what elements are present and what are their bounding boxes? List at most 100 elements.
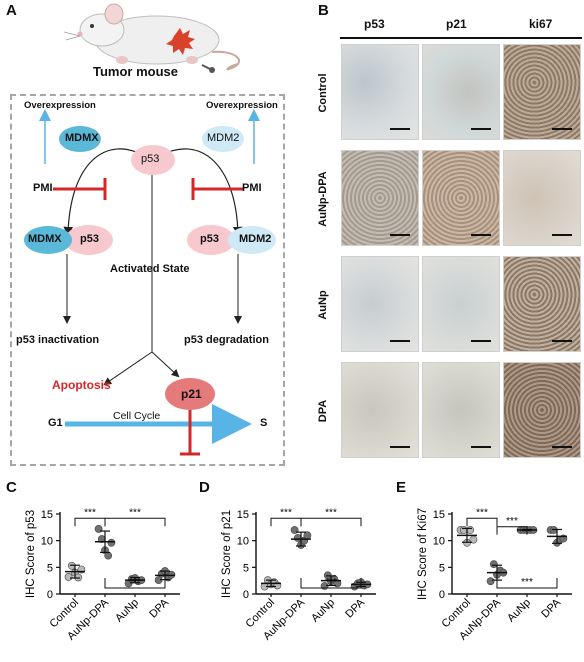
panel-b-letter: B (318, 2, 329, 19)
panel-c-letter: C (6, 479, 17, 496)
y-tick-label: 5 (243, 562, 249, 574)
y-tick-label: 15 (41, 509, 53, 521)
y-tick-label: 10 (41, 536, 53, 548)
complex-left-p53-label: p53 (80, 233, 99, 245)
pmi-right-label: PMI (242, 182, 262, 194)
sig-bracket (496, 578, 558, 589)
micrograph-aunp-p53 (341, 256, 419, 352)
micrograph-aunp-ki67 (503, 256, 581, 352)
complex-right-p53-node (187, 225, 235, 255)
panel-d-letter: D (199, 479, 210, 496)
y-tick-label: 15 (237, 509, 249, 521)
mouse-caption: Tumor mouse (93, 64, 178, 79)
sig-label: *** (129, 507, 141, 518)
micrograph-control-ki67 (503, 44, 581, 140)
x-tick-label: AuNp (309, 597, 337, 625)
micrograph-aunp-dpa-p21 (422, 150, 500, 246)
y-axis-title: IHC Score of Ki67 (417, 508, 429, 600)
sig-label: *** (506, 516, 518, 527)
activated-state-label: Activated State (110, 263, 190, 275)
data-point (64, 573, 73, 581)
y-axis-title: IHC Score of p53 (25, 510, 37, 598)
row-label-aunp-dpa: AuNp-DPA (317, 171, 329, 227)
y-tick-label: 15 (433, 509, 445, 521)
data-point (303, 531, 312, 540)
sig-bracket (466, 517, 498, 527)
micrograph-dpa-p53 (341, 362, 419, 458)
row-label-control: Control (317, 73, 329, 113)
header-rule (340, 37, 582, 39)
overexpression-right-label: Overexpression (206, 100, 278, 111)
complex-right-mdm2-label: MDM2 (239, 233, 272, 245)
p21-label: p21 (181, 387, 202, 401)
tumor-mouse-illustration (63, 3, 240, 73)
panel-e-letter: E (396, 479, 407, 496)
micrograph-aunp-dpa-ki67 (503, 150, 581, 246)
mdm2-node (202, 126, 244, 152)
sig-label: *** (84, 507, 96, 518)
column-header-ki67: ki67 (529, 17, 553, 31)
data-point (489, 560, 498, 569)
x-tick-label: DPA (147, 596, 171, 620)
data-point (486, 577, 495, 586)
p53-to-mdm2-curve (159, 148, 243, 237)
p53-node (131, 145, 175, 175)
pmi-left-label: PMI (33, 182, 53, 194)
g1-label: G1 (48, 417, 63, 429)
column-header-p53: p53 (364, 17, 385, 31)
p53-to-mdmx-curve (63, 148, 146, 237)
micrograph-aunp-p21 (422, 256, 500, 352)
complex-left-p53-node (65, 225, 113, 255)
complex-left-mdmx-label: MDMX (28, 233, 62, 245)
data-point (104, 551, 113, 560)
complex-right-mdm2-node (228, 226, 276, 254)
y-tick-label: 0 (47, 589, 53, 601)
sig-bracket (74, 517, 106, 527)
row-label-dpa: DPA (317, 399, 329, 423)
sig-bracket (300, 578, 362, 589)
data-point (107, 538, 116, 547)
sig-bracket (104, 578, 166, 589)
pathway-diagram (24, 109, 276, 456)
y-axis-title: IHC Score of p21 (221, 510, 233, 598)
apoptosis-label: Apoptosis (52, 378, 111, 392)
degradation-label: p53 degradation (184, 334, 269, 346)
sig-label: *** (280, 507, 292, 518)
sig-bracket (104, 517, 166, 527)
sig-label: *** (521, 577, 533, 588)
y-tick-label: 5 (439, 562, 445, 574)
micrograph-control-p53 (341, 44, 419, 140)
x-tick-label: AuNp (505, 597, 533, 625)
y-tick-label: 10 (237, 536, 249, 548)
column-header-p21: p21 (446, 17, 467, 31)
micrograph-aunp-dpa-p53 (341, 150, 419, 246)
mdm2-label: MDM2 (207, 132, 240, 144)
x-tick-label: DPA (539, 596, 563, 620)
pathway-box (10, 94, 285, 466)
cell-cycle-label: Cell Cycle (113, 410, 161, 422)
micrograph-dpa-p21 (422, 362, 500, 458)
p53-label: p53 (141, 153, 160, 165)
s-label: S (260, 417, 268, 429)
sig-label: *** (325, 507, 337, 518)
x-tick-label: AuNp (113, 597, 141, 625)
row-label-aunp: AuNp (317, 290, 329, 320)
data-point (466, 526, 475, 534)
complex-right-p53-label: p53 (200, 233, 219, 245)
to-p21-arrow (151, 351, 180, 378)
mdmx-node (59, 126, 101, 152)
sig-bracket (300, 517, 362, 527)
y-tick-label: 5 (47, 562, 53, 574)
y-tick-label: 0 (243, 589, 249, 601)
sig-label: *** (476, 507, 488, 518)
sig-bracket (496, 526, 528, 535)
sig-bracket (270, 517, 302, 527)
panel-a-letter: A (6, 2, 17, 19)
mdmx-label: MDMX (65, 132, 99, 144)
inactivation-label: p53 inactivation (16, 334, 100, 346)
p21-node (165, 378, 215, 410)
overexpression-left-label: Overexpression (24, 100, 96, 111)
